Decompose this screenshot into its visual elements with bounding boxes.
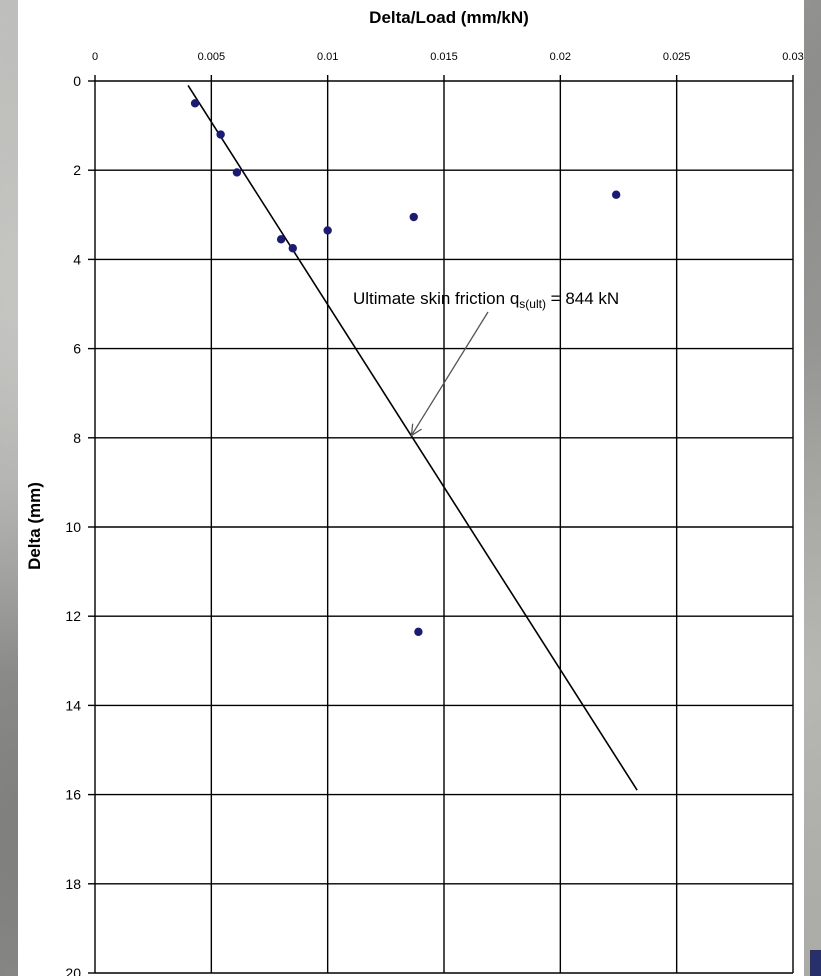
data-point [216, 130, 225, 139]
annotation-arrow-head [410, 423, 422, 437]
tick-labels: 0 0.005 0.01 0.015 0.02 0.025 0.03 0 2 4 6 8 10 12 14 1… [65, 51, 803, 976]
annotation-label: Ultimate skin friction qs(ult) = 844 kN [353, 289, 619, 311]
annotation-text-tail: = 844 kN [546, 289, 619, 308]
y-tick-label: 2 [73, 162, 81, 178]
chart-panel [18, 0, 804, 976]
x-tick-label: 0.015 [430, 51, 458, 63]
data-point [409, 212, 418, 222]
y-tick-label: 14 [65, 697, 81, 713]
x-tick-label: 0.03 [782, 51, 803, 63]
data-point [276, 235, 286, 244]
y-tick-label: 8 [73, 430, 81, 446]
y-tick-label: 16 [65, 787, 81, 803]
x-tick-label: 0.005 [198, 51, 226, 63]
x-tick-label: 0.02 [550, 51, 571, 63]
annotation-text-main: Ultimate skin friction q [353, 289, 519, 308]
x-tick-label: 0 [92, 51, 98, 63]
data-point [190, 99, 200, 108]
annotation-arrow [410, 311, 489, 436]
data-point [414, 627, 423, 637]
corner-decoration [810, 950, 821, 976]
y-tick-label: 6 [73, 341, 81, 357]
y-tick-label: 20 [65, 965, 81, 976]
data-point [323, 226, 332, 235]
data-points [190, 99, 621, 637]
annotation: Ultimate skin friction qs(ult) = 844 kN [353, 289, 619, 437]
annotation-text-sub: s(ult) [519, 297, 546, 311]
y-tick-label: 4 [73, 251, 81, 267]
x-tick-label: 0.025 [663, 51, 691, 63]
axis-ticks [88, 75, 794, 974]
data-point [288, 244, 297, 253]
x-axis-title: Delta/Load (mm/kN) [369, 8, 529, 27]
trendline [187, 85, 638, 791]
y-tick-label: 10 [65, 519, 81, 535]
data-point [232, 168, 242, 177]
grid [94, 80, 794, 974]
y-tick-label: 0 [73, 73, 81, 89]
data-point [611, 190, 621, 199]
y-tick-label: 18 [65, 876, 81, 892]
y-axis-title: Delta (mm) [25, 482, 44, 570]
x-tick-label: 0.01 [317, 51, 338, 63]
y-tick-label: 12 [65, 608, 81, 624]
